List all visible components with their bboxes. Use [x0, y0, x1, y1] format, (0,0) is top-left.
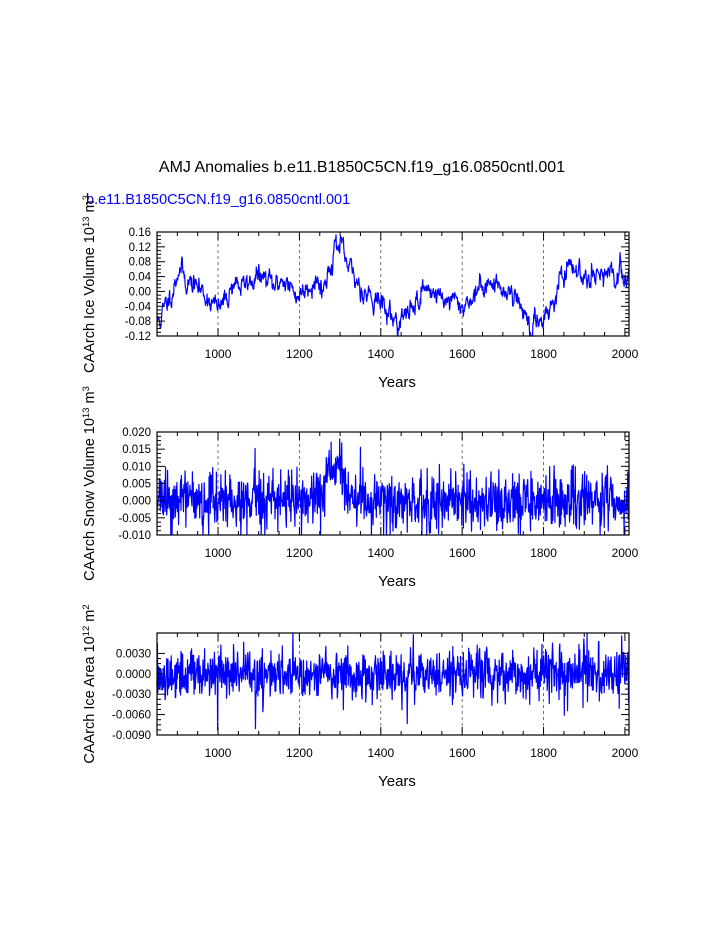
- ice-area-x-tick-label: 1800: [530, 746, 557, 760]
- ice-volume-x-tick-label: 1200: [286, 347, 313, 361]
- ice-area-y-tick-label: 0.0030: [116, 648, 151, 660]
- snow-volume-y-tick-label: 0.020: [122, 427, 151, 439]
- ice-area-x-tick-label: 2000: [612, 746, 639, 760]
- ice-area-y-tick-label: -0.0030: [112, 689, 151, 701]
- ice-volume-panel: 1000 1200 1400 1600 1800 2000 -0.12 -0.08 -0.04 0…: [81, 195, 639, 391]
- ice-volume-x-axis-label: Years: [378, 374, 416, 391]
- snow-volume-y-tick-label: 0.015: [122, 444, 151, 456]
- snow-volume-y-tick-label: -0.005: [118, 513, 151, 525]
- snow-volume-x-tick-label: 1600: [449, 546, 476, 560]
- ice-area-y-tick-label: 0.0000: [116, 669, 151, 681]
- case-label: b.e11.B1850C5CN.f19_g16.0850cntl.001: [86, 192, 350, 208]
- ice-volume-y-tick-label: -0.04: [125, 301, 152, 313]
- ice-area-x-tick-label: 1400: [367, 746, 394, 760]
- ice-area-y-tick-label: -0.0090: [112, 730, 151, 742]
- panels: 1000 1200 1400 1600 1800 2000 -0.12 -0.08 -0.04 0…: [81, 195, 639, 790]
- ice-area-series-line: [156, 632, 630, 731]
- snow-volume-x-axis-label: Years: [378, 573, 416, 590]
- ice-area-x-tick-label: 1000: [205, 746, 232, 760]
- snow-volume-y-tick-label: -0.010: [118, 530, 151, 542]
- ice-volume-y-tick-label: -0.12: [125, 331, 151, 343]
- snow-volume-x-tick-label: 1200: [286, 546, 313, 560]
- ice-volume-y-tick-label: 0.16: [129, 227, 151, 239]
- snow-volume-x-tick-label: 2000: [612, 546, 639, 560]
- snow-volume-y-tick-label: 0.005: [122, 479, 151, 491]
- ice-volume-y-tick-label: -0.08: [125, 316, 151, 328]
- snow-volume-x-tick-label: 1400: [367, 546, 394, 560]
- snow-volume-series-line: [156, 438, 630, 536]
- ice-area-y-tick-label: -0.0060: [112, 710, 151, 722]
- snow-volume-y-tick-label: 0.000: [122, 496, 151, 508]
- ice-area-y-axis-label: CAArch Ice Area 1012 m2: [81, 604, 99, 763]
- ice-volume-y-tick-label: 0.08: [129, 257, 151, 269]
- ice-volume-y-tick-label: 0.12: [129, 242, 151, 254]
- ice-volume-x-tick-label: 1800: [530, 347, 557, 361]
- ice-area-panel: 1000 1200 1400 1600 1800 2000 -0.0090 -0.0060 -0…: [81, 604, 639, 790]
- snow-volume-y-axis-label: CAArch Snow Volume 1013 m3: [81, 386, 99, 581]
- snow-volume-panel: 1000 1200 1400 1600 1800 2000 -0.010 -0.005 0.00…: [81, 386, 639, 590]
- ice-volume-y-axis-label: CAArch Ice Volume 1013 m3: [81, 195, 99, 373]
- ice-volume-series-line: [156, 234, 630, 337]
- ice-volume-x-tick-label: 1400: [367, 347, 394, 361]
- ice-volume-y-tick-label: 0.04: [129, 272, 152, 284]
- ice-volume-y-tick-label: 0.00: [129, 286, 151, 298]
- ice-area-x-tick-label: 1200: [286, 746, 313, 760]
- ice-volume-x-tick-label: 2000: [612, 347, 639, 361]
- ice-area-x-axis-label: Years: [378, 773, 416, 790]
- snow-volume-x-tick-label: 1000: [205, 546, 232, 560]
- ice-area-x-tick-label: 1600: [449, 746, 476, 760]
- snow-volume-x-tick-label: 1800: [530, 546, 557, 560]
- figure-title: AMJ Anomalies b.e11.B1850C5CN.f19_g16.08…: [159, 159, 565, 176]
- snow-volume-y-tick-label: 0.010: [122, 461, 151, 473]
- ice-volume-x-tick-label: 1600: [449, 347, 476, 361]
- ice-volume-x-tick-label: 1000: [205, 347, 232, 361]
